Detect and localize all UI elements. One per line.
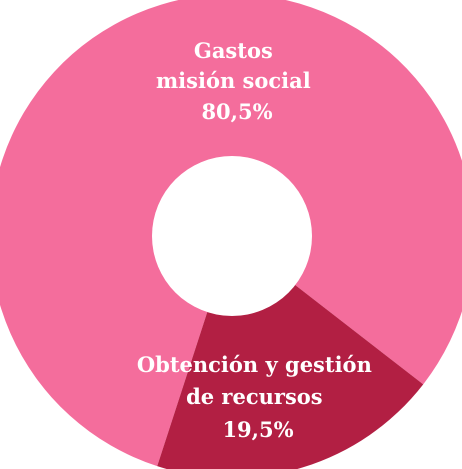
slice-label-line: Gastos xyxy=(194,38,273,63)
slice-label-line: Obtención y gestión xyxy=(137,352,372,377)
slice-value-label: 19,5% xyxy=(222,417,293,442)
slice-value-label: 80,5% xyxy=(201,99,272,124)
slice-label-line: de recursos xyxy=(186,384,323,409)
slice-label-obtencion-gestion-recursos: Obtención y gestión de recursos 19,5% xyxy=(137,352,379,442)
donut-hole xyxy=(152,156,312,316)
slice-label-gastos-mision-social: Gastos misión social 80,5% xyxy=(156,38,318,124)
slice-label-line: misión social xyxy=(156,68,311,93)
